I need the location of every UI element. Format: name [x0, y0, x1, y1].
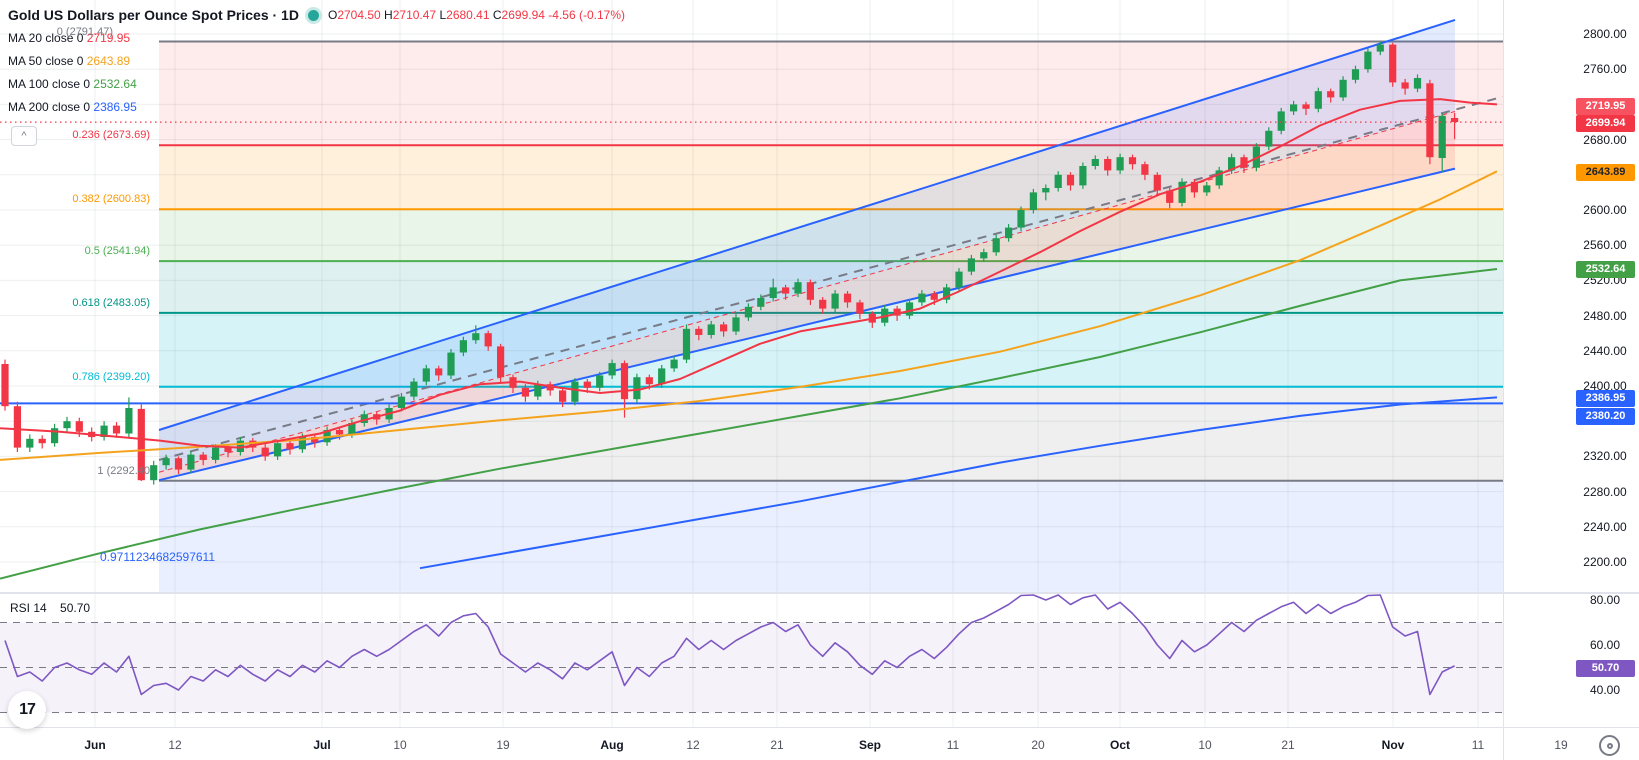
indicator-value: 2643.89	[86, 54, 131, 68]
ma20-value-badge: 2719.95	[1576, 98, 1635, 115]
ma100-value-badge: 2532.64	[1576, 261, 1635, 278]
ohlc-readout: O2704.50 H2710.47 L2680.41 C2699.94 -4.5…	[327, 8, 625, 22]
time-axis-label: Aug	[600, 738, 624, 752]
time-axis-label: 12	[686, 738, 700, 752]
indicator-value: 2532.64	[93, 77, 137, 91]
time-axis-label: 20	[1031, 738, 1045, 752]
change-value: -4.56 (-0.17%)	[548, 8, 625, 22]
fib-custom-level-label: 0.9711234682597611	[100, 550, 216, 564]
horizontal-line-badge: 2380.20	[1576, 408, 1635, 425]
price-axis-tick: 2280.00	[1583, 484, 1627, 499]
fib-level-label: 0 (2791.47)	[56, 26, 113, 38]
time-axis-label: Nov	[1381, 738, 1405, 752]
collapse-legend-button[interactable]: ^	[11, 126, 37, 146]
rsi-axis-tick: 60.00	[1589, 638, 1621, 652]
rsi-axis-tick: 40.00	[1589, 683, 1621, 697]
tradingview-logo[interactable]: 17	[8, 691, 46, 729]
indicator-row-ma-200-close-0[interactable]: MA 200 close 0 2386.95	[8, 100, 137, 114]
rsi-value: 50.70	[60, 601, 91, 615]
price-axis-tick: 2480.00	[1583, 308, 1627, 323]
price-axis-tick: 2200.00	[1583, 555, 1627, 569]
indicator-value: 2719.95	[86, 31, 131, 45]
price-axis-tick: 2760.00	[1583, 62, 1627, 77]
price-axis-tick: 2400.00	[1583, 379, 1627, 393]
time-axis-label: 21	[770, 738, 784, 752]
indicator-value: 2386.95	[93, 100, 137, 114]
time-axis-label: 11	[946, 738, 960, 752]
open-value: 2704.50	[337, 8, 381, 22]
time-axis-label: Jun	[84, 738, 106, 752]
symbol-title[interactable]: Gold US Dollars per Ounce Spot Prices · …	[8, 7, 299, 23]
high-value: 2710.47	[392, 8, 437, 22]
price-axis-tick: 2680.00	[1583, 132, 1627, 147]
indicator-row-ma-100-close-0[interactable]: MA 100 close 0 2532.64	[8, 77, 137, 91]
time-axis-label: 19	[1554, 738, 1568, 752]
time-axis-label: 10	[1198, 738, 1212, 752]
time-axis-label: 12	[168, 738, 182, 752]
time-axis-label: 19	[496, 738, 510, 752]
ma50-value-badge: 2643.89	[1576, 164, 1635, 181]
price-axis-tick: 2560.00	[1583, 238, 1627, 253]
time-axis-label: 10	[393, 738, 407, 752]
time-axis-label: 21	[1281, 738, 1295, 752]
price-axis-tick: 2440.00	[1583, 343, 1627, 358]
time-axis-label: Sep	[858, 738, 882, 752]
price-axis-tick: 2240.00	[1583, 519, 1627, 534]
price-axis-tick: 2600.00	[1583, 203, 1627, 217]
rsi-label: RSI 14	[10, 601, 47, 615]
time-axis-label: Jul	[313, 738, 331, 752]
fib-level-label: 0.5 (2541.94)	[84, 245, 150, 257]
axis-settings-icon[interactable]	[1599, 735, 1620, 756]
rsi-legend[interactable]: RSI 14 50.70	[10, 601, 90, 615]
low-value: 2680.41	[446, 8, 490, 22]
indicator-row-ma-50-close-0[interactable]: MA 50 close 0 2643.89	[8, 54, 131, 68]
price-axis-tick: 2800.00	[1583, 27, 1627, 41]
time-axis-label: Oct	[1109, 738, 1131, 752]
fib-level-label: 1 (2292.40	[97, 465, 150, 477]
fib-level-label: 0.786 (2399.20)	[72, 371, 150, 383]
price-axis-tick: 2320.00	[1583, 449, 1627, 464]
rsi-value-badge: 50.70	[1576, 660, 1635, 677]
market-status-icon[interactable]	[307, 9, 319, 21]
indicator-row-ma-20-close-0[interactable]: MA 20 close 0 2719.95	[8, 31, 131, 45]
chart-legend-header: Gold US Dollars per Ounce Spot Prices · …	[8, 7, 625, 23]
ma200-value-badge: 2386.95	[1576, 390, 1635, 407]
current-price-badge: 2699.94	[1576, 115, 1635, 132]
time-axis-label: 11	[1471, 738, 1485, 752]
rsi-axis-tick: 80.00	[1589, 593, 1621, 607]
close-value: 2699.94	[501, 8, 545, 22]
fib-level-label: 0.618 (2483.05)	[72, 297, 150, 309]
fib-level-label: 0.236 (2673.69)	[72, 129, 150, 141]
fib-level-label: 0.382 (2600.83)	[72, 193, 150, 205]
